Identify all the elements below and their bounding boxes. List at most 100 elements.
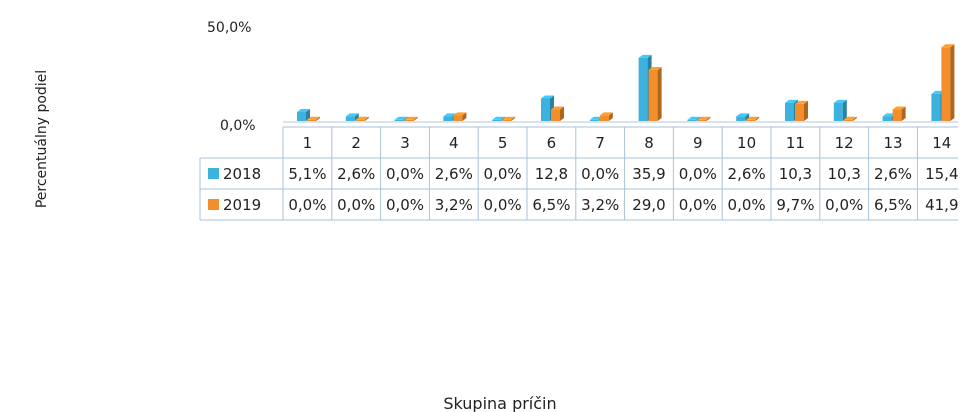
- data-label: 2,6%: [874, 165, 912, 183]
- bar-front: [599, 115, 609, 121]
- bar-front: [394, 119, 404, 121]
- bar-side: [901, 106, 906, 121]
- bar-top: [502, 116, 516, 120]
- bar-top: [833, 99, 847, 103]
- bar-side: [745, 113, 750, 121]
- bar-front: [443, 116, 453, 121]
- data-label: 3,2%: [435, 196, 473, 214]
- data-label: 0,0%: [581, 165, 619, 183]
- bar-side: [706, 116, 711, 121]
- bar-front: [307, 119, 316, 121]
- bar-2018-10: [736, 113, 750, 121]
- bar-top: [638, 54, 652, 58]
- bar-top: [345, 113, 359, 117]
- bar-top: [892, 106, 906, 110]
- bar-2019-8: [648, 66, 662, 121]
- category-label: 8: [644, 134, 654, 152]
- bar-side: [511, 116, 516, 121]
- data-label: 0,0%: [386, 165, 424, 183]
- bar-front: [297, 112, 306, 121]
- x-axis-label: Skupina príčin: [443, 394, 556, 412]
- data-label: 0,0%: [484, 196, 522, 214]
- bar-top: [941, 44, 955, 48]
- bar-2019-4: [453, 112, 467, 121]
- legend-label-2019: 2019: [223, 196, 261, 214]
- data-label: 6,5%: [532, 196, 570, 214]
- data-label: 5,1%: [288, 165, 326, 183]
- data-label: 0,0%: [728, 196, 766, 214]
- bar-2019-14: [941, 44, 955, 122]
- data-label: 6,5%: [874, 196, 912, 214]
- bar-2019-10: [746, 116, 760, 121]
- bar-side: [608, 112, 613, 121]
- data-label: 12,8: [535, 165, 568, 183]
- category-label: 1: [303, 134, 313, 152]
- bar-2019-9: [697, 116, 711, 121]
- bar-top: [795, 100, 808, 104]
- bar-front: [453, 115, 463, 121]
- bar-front: [404, 119, 414, 121]
- bar-top: [404, 116, 418, 120]
- legend-key-2019: [208, 199, 219, 210]
- bar-2019-12: [843, 116, 857, 121]
- bar-2019-6: [551, 106, 564, 121]
- bar-top: [736, 113, 750, 117]
- bars-group: [283, 44, 958, 123]
- bar-front: [931, 93, 941, 121]
- legend-label-2018: 2018: [223, 165, 261, 183]
- bar-side: [413, 116, 418, 121]
- bar-top: [687, 116, 701, 120]
- category-label: 6: [547, 134, 557, 152]
- category-label: 5: [498, 134, 508, 152]
- bar-side: [657, 66, 662, 121]
- data-label: 0,0%: [337, 196, 375, 214]
- bar-front: [589, 119, 599, 121]
- bar-side: [804, 100, 808, 121]
- bar-side: [316, 116, 320, 121]
- bar-top: [492, 116, 506, 120]
- bar-front: [843, 119, 853, 121]
- bar-2019-2: [355, 116, 369, 121]
- bar-2018-2: [345, 113, 359, 121]
- bar-2018-12: [833, 99, 847, 121]
- bar-top: [589, 116, 603, 120]
- data-label: 10,3: [779, 165, 812, 183]
- bar-front: [551, 109, 560, 121]
- bar-top: [355, 116, 369, 120]
- category-label: 11: [786, 134, 805, 152]
- bar-side: [852, 116, 857, 121]
- bar-front: [687, 119, 697, 121]
- bar-front: [882, 116, 892, 121]
- y-axis-label: Percentuálny podiel: [34, 70, 50, 208]
- bar-side: [755, 116, 760, 121]
- bar-2019-3: [404, 116, 418, 121]
- category-label: 10: [737, 134, 756, 152]
- bar-top: [443, 113, 457, 117]
- data-label: 9,7%: [776, 196, 814, 214]
- y-tick-min: 0,0%: [220, 118, 256, 134]
- data-label: 0,0%: [484, 165, 522, 183]
- data-label: 35,9: [632, 165, 665, 183]
- bar-front: [502, 119, 512, 121]
- bar-front: [697, 119, 707, 121]
- bar-front: [795, 103, 804, 121]
- data-label: 0,0%: [825, 196, 863, 214]
- bar-top: [746, 116, 760, 120]
- bar-top: [394, 116, 408, 120]
- category-label: 7: [595, 134, 605, 152]
- category-label: 13: [883, 134, 902, 152]
- data-label: 3,2%: [581, 196, 619, 214]
- bar-front: [941, 47, 951, 122]
- bar-top: [697, 116, 711, 120]
- bar-2019-7: [599, 112, 613, 121]
- category-label: 4: [449, 134, 459, 152]
- data-label: 2,6%: [435, 165, 473, 183]
- bar-2018-1: [297, 109, 310, 121]
- category-label: 2: [351, 134, 361, 152]
- bar-side: [560, 106, 564, 121]
- bar-front: [746, 119, 756, 121]
- bar-top: [541, 95, 554, 99]
- data-label: 29,0: [632, 196, 665, 214]
- category-label: 3: [400, 134, 410, 152]
